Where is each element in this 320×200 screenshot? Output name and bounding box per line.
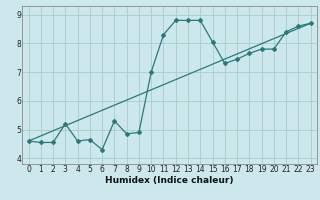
X-axis label: Humidex (Indice chaleur): Humidex (Indice chaleur) xyxy=(105,176,234,185)
